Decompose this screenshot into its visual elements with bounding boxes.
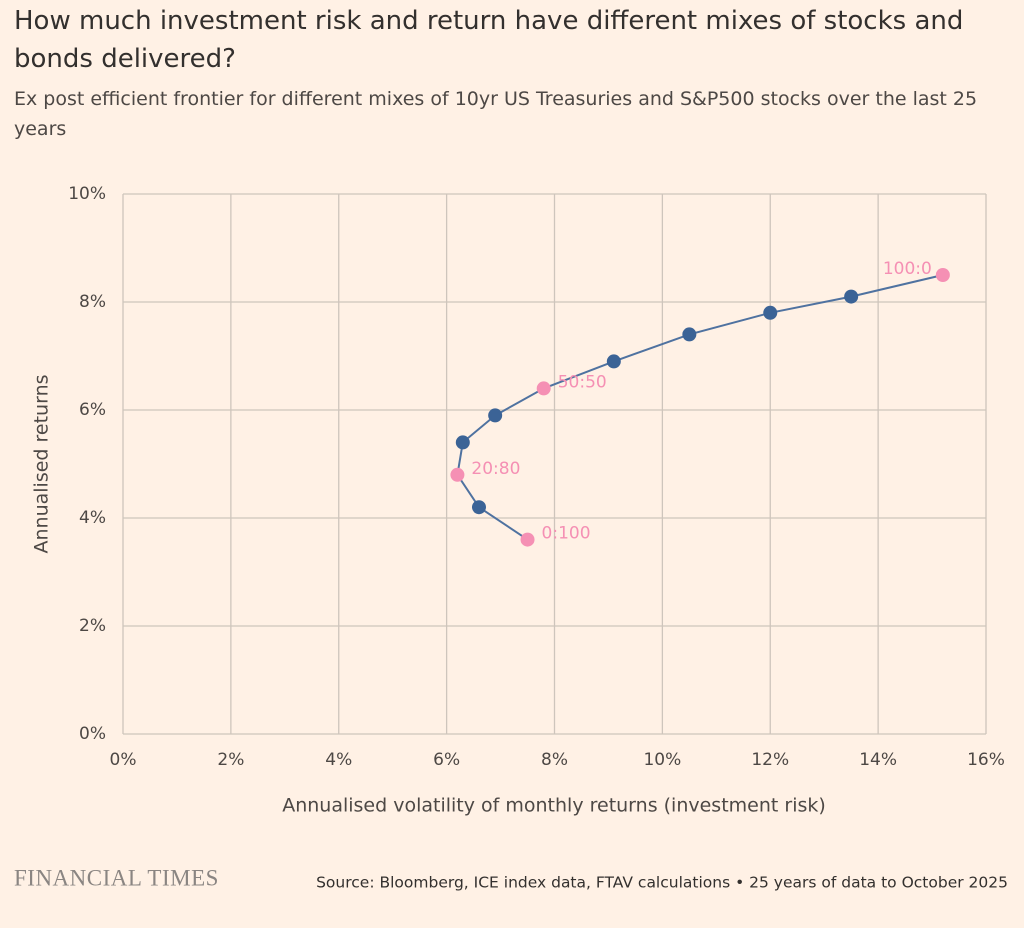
y-tick-label: 4% bbox=[79, 508, 106, 528]
x-axis-title: Annualised volatility of monthly returns… bbox=[282, 795, 826, 817]
frontier-line bbox=[456, 274, 944, 541]
point-label: 50:50 bbox=[558, 372, 607, 392]
y-tick-label: 10% bbox=[68, 184, 106, 204]
y-tick-label: 6% bbox=[79, 400, 106, 420]
highlight-point bbox=[450, 467, 465, 482]
highlight-point bbox=[935, 268, 950, 282]
x-tick-label: 0% bbox=[110, 750, 137, 770]
x-tick-label: 8% bbox=[541, 750, 568, 770]
x-tick-label: 2% bbox=[217, 750, 244, 770]
point-label: 100:0 bbox=[883, 259, 932, 279]
y-tick-label: 2% bbox=[79, 616, 106, 636]
x-tick-label: 16% bbox=[967, 750, 1005, 770]
y-tick-label: 8% bbox=[79, 292, 106, 312]
x-tick-label: 6% bbox=[433, 750, 460, 770]
x-tick-label: 12% bbox=[751, 750, 789, 770]
x-tick-label: 14% bbox=[859, 750, 897, 770]
point-label: 20:80 bbox=[471, 459, 520, 479]
source: Source: Bloomberg, ICE index data, FTAV … bbox=[316, 874, 1008, 892]
chart-subtitle: Ex post efficient frontier for different… bbox=[14, 88, 978, 140]
y-tick-label: 0% bbox=[79, 724, 106, 744]
point bbox=[455, 435, 470, 450]
x-tick-label: 10% bbox=[643, 750, 681, 770]
point bbox=[682, 327, 697, 342]
point bbox=[763, 305, 778, 320]
brand: FINANCIAL TIMES bbox=[14, 865, 219, 890]
point bbox=[606, 354, 621, 369]
point bbox=[471, 500, 486, 515]
x-tick-label: 4% bbox=[325, 750, 352, 770]
highlight-point bbox=[520, 532, 535, 547]
chart-title: How much investment risk and return have… bbox=[14, 6, 964, 74]
y-axis-title: Annualised returns bbox=[31, 374, 53, 553]
point bbox=[488, 408, 503, 423]
point-label: 0:100 bbox=[542, 524, 591, 544]
highlight-point bbox=[536, 381, 551, 396]
point bbox=[844, 289, 859, 304]
